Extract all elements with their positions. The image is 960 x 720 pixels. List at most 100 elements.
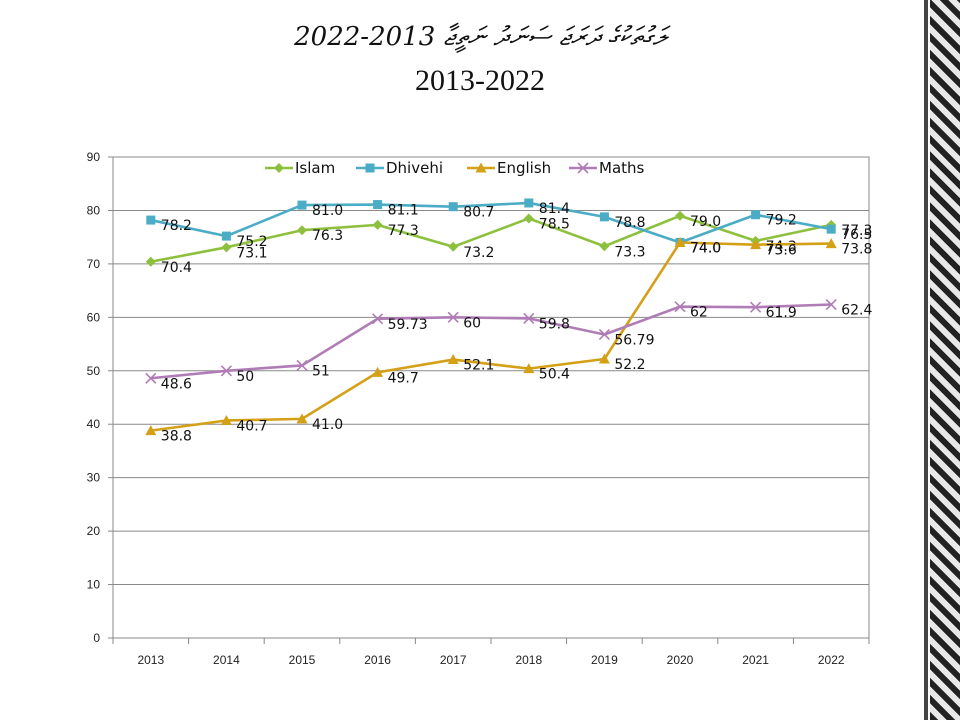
data-label-maths-2015: 51 xyxy=(312,363,330,379)
x-tick-label: 2017 xyxy=(440,653,467,667)
data-label-dhivehi-2016: 81.1 xyxy=(388,203,419,219)
data-point-islam-2015 xyxy=(297,225,307,236)
data-label-dhivehi-2015: 81.0 xyxy=(312,203,343,219)
series-line-english xyxy=(150,241,832,432)
data-point-english-2020 xyxy=(674,237,686,248)
data-label-english-2020: 74.0 xyxy=(690,241,721,257)
y-tick-label: 50 xyxy=(87,364,101,378)
x-tick-label: 2014 xyxy=(213,653,240,667)
data-point-maths-2013 xyxy=(145,372,157,384)
data-label-english-2014: 40.7 xyxy=(236,418,267,434)
y-tick-label: 20 xyxy=(87,524,101,538)
data-point-english-2021 xyxy=(750,239,762,250)
data-label-maths-2018: 59.8 xyxy=(539,316,570,332)
data-label-islam-2018: 78.5 xyxy=(539,216,570,232)
legend-marker-english xyxy=(475,162,487,173)
legend-marker-maths xyxy=(577,162,589,174)
data-point-islam-2019 xyxy=(599,241,610,252)
data-point-english-2018 xyxy=(523,363,535,374)
data-label-dhivehi-2014: 75.2 xyxy=(236,234,267,250)
data-label-islam-2013: 70.4 xyxy=(161,260,192,276)
y-tick-label: 10 xyxy=(87,578,101,592)
data-label-english-2019: 52.2 xyxy=(614,357,645,373)
data-point-dhivehi-2016 xyxy=(373,200,383,210)
data-point-dhivehi-2015 xyxy=(297,200,307,210)
data-point-maths-2019 xyxy=(598,328,610,341)
data-label-english-2021: 73.6 xyxy=(766,243,797,259)
data-label-islam-2014: 73.1 xyxy=(236,245,267,261)
data-point-maths-2019-stroke-b xyxy=(598,328,610,341)
data-label-dhivehi-2017: 80.7 xyxy=(463,205,494,221)
data-point-english-2017 xyxy=(447,354,459,365)
data-point-maths-2020-stroke-b xyxy=(674,301,686,313)
data-point-maths-2014 xyxy=(220,365,232,377)
data-label-maths-2022: 62.4 xyxy=(841,303,872,319)
legend-label-english: English xyxy=(497,159,551,177)
x-tick-label: 2022 xyxy=(818,653,845,667)
data-point-maths-2018-stroke-b xyxy=(523,312,535,324)
data-label-english-2018: 50.4 xyxy=(539,367,570,383)
data-point-maths-2014-stroke-b xyxy=(220,365,232,377)
data-point-english-2014 xyxy=(220,414,232,425)
data-label-maths-2014: 50 xyxy=(236,369,254,385)
legend-label-islam: Islam xyxy=(295,159,335,177)
y-tick-label: 60 xyxy=(87,310,101,324)
data-point-english-2016 xyxy=(372,366,384,377)
data-point-dhivehi-2022 xyxy=(826,224,836,234)
data-label-maths-2019: 56.79 xyxy=(614,332,654,348)
data-label-maths-2017: 60 xyxy=(463,315,481,331)
data-point-dhivehi-2017 xyxy=(448,202,458,212)
data-label-maths-2013: 48.6 xyxy=(161,376,192,392)
data-point-maths-2013-stroke-b xyxy=(145,372,157,384)
data-point-maths-2016 xyxy=(372,313,384,325)
data-point-maths-2017 xyxy=(447,311,459,323)
data-label-islam-2019: 73.3 xyxy=(614,244,645,260)
data-point-english-2015 xyxy=(296,413,308,424)
plot-area xyxy=(112,156,870,639)
data-point-maths-2021 xyxy=(750,301,762,313)
data-point-islam-2018 xyxy=(523,213,534,224)
data-label-islam-2022: 77.3 xyxy=(841,223,872,239)
data-label-dhivehi-2018: 81.4 xyxy=(539,201,570,217)
legend-label-dhivehi: Dhivehi xyxy=(386,159,443,177)
data-point-dhivehi-2014 xyxy=(221,231,231,241)
data-point-islam-2013 xyxy=(145,256,156,267)
x-tick-label: 2013 xyxy=(137,653,164,667)
data-point-dhivehi-2019 xyxy=(599,212,609,222)
x-tick-label: 2016 xyxy=(364,653,391,667)
x-tick-label: 2020 xyxy=(667,653,694,667)
data-point-maths-2022 xyxy=(825,298,837,311)
data-point-maths-2022-stroke-b xyxy=(825,298,837,311)
data-label-english-2013: 38.8 xyxy=(161,429,192,445)
y-tick-label: 0 xyxy=(93,631,100,645)
data-point-islam-2014 xyxy=(221,242,232,253)
data-label-islam-2015: 76.3 xyxy=(312,228,343,244)
data-point-islam-2017 xyxy=(448,241,459,252)
chart-title-years: 2013-2022 xyxy=(415,64,545,97)
x-tick-label: 2019 xyxy=(591,653,618,667)
data-point-maths-2015-stroke-b xyxy=(296,359,308,371)
data-point-maths-2018 xyxy=(523,312,535,324)
data-label-english-2016: 49.7 xyxy=(388,370,419,386)
data-point-dhivehi-2018 xyxy=(524,198,534,208)
y-tick-label: 70 xyxy=(87,257,101,271)
data-point-maths-2021-stroke-b xyxy=(750,301,762,313)
data-point-maths-2015 xyxy=(296,359,308,371)
data-point-english-2013 xyxy=(145,425,157,436)
data-label-english-2015: 41.0 xyxy=(312,417,343,433)
legend-marker-dhivehi xyxy=(365,163,375,173)
data-label-maths-2021: 61.9 xyxy=(766,305,797,321)
data-label-dhivehi-2021: 79.2 xyxy=(766,213,797,229)
data-point-maths-2017-stroke-b xyxy=(447,311,459,323)
chart-title-dhivehi: ލަގުތަކުގެ ދަރަޖަ ސަނަދު ނަތީޖާ 2013-202… xyxy=(294,22,666,52)
slide-decorative-border xyxy=(924,0,960,720)
data-point-dhivehi-2021 xyxy=(751,210,761,220)
x-tick-label: 2015 xyxy=(289,653,316,667)
data-label-dhivehi-2022: 76.5 xyxy=(841,227,872,243)
data-label-islam-2017: 73.2 xyxy=(463,245,494,261)
x-tick-label: 2018 xyxy=(515,653,542,667)
data-point-english-2022 xyxy=(825,238,837,249)
y-tick-label: 80 xyxy=(87,203,101,217)
legend-label-maths: Maths xyxy=(599,159,645,177)
